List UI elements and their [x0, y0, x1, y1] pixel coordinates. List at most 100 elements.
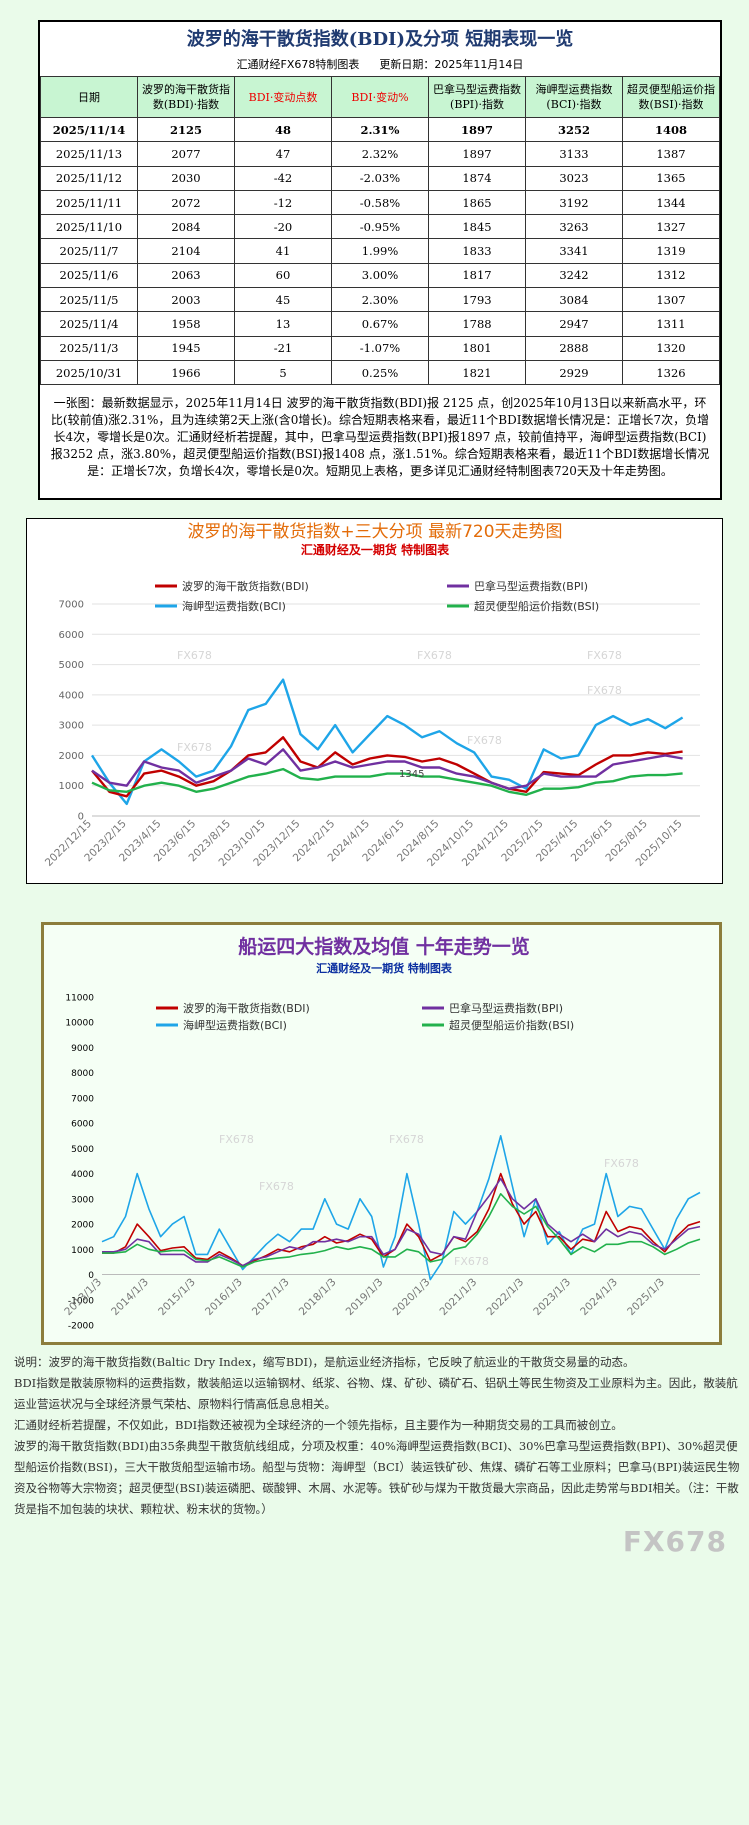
table-cell: 1365 — [622, 165, 720, 191]
legend-label: 海岬型运费指数(BCI) — [182, 599, 286, 613]
table-row: 2025/11/7 2104 41 1.99% 1833 3341 1319 — [40, 238, 720, 264]
column-header: 波罗的海干散货指数(BDI)·指数 — [137, 76, 235, 118]
table-row: 2025/11/12 2030 -42 -2.03% 1874 3023 1365 — [40, 165, 720, 191]
table-cell: 3133 — [525, 141, 623, 167]
table-cell: 2025/11/7 — [40, 238, 138, 264]
table-cell: 1801 — [428, 335, 526, 361]
legend-label: 波罗的海干散货指数(BDI) — [183, 1001, 310, 1015]
table-cell: 1945 — [137, 335, 235, 361]
table-cell: 1865 — [428, 189, 526, 216]
y-tick-label: 5000 — [59, 660, 84, 671]
y-tick-label: 9000 — [71, 1044, 94, 1054]
note-paragraph: 说明：波罗的海干散货指数(Baltic Dry Index，缩写BDI)，是航运… — [14, 1355, 635, 1369]
table-cell: 45 — [234, 287, 332, 313]
legend-label: 超灵便型船运价指数(BSI) — [474, 599, 599, 613]
table-cell: 2063 — [137, 262, 235, 289]
y-tick-label: -1000 — [68, 1296, 94, 1306]
x-tick-label: 2014/1/3 — [109, 1276, 151, 1318]
y-tick-label: 0 — [78, 812, 84, 823]
table-cell: 47 — [234, 141, 332, 167]
table-row: 2025/11/5 2003 45 2.30% 1793 3084 1307 — [40, 287, 720, 313]
x-tick-label: 2020/1/3 — [391, 1276, 433, 1318]
legend-label: 超灵便型船运价指数(BSI) — [449, 1018, 574, 1032]
table-cell: 2104 — [137, 238, 235, 264]
series-line — [91, 767, 683, 796]
table-cell: 3341 — [525, 238, 623, 264]
x-tick-label: 2018/1/3 — [297, 1276, 339, 1318]
chart-title: 船运四大指数及均值 十年走势一览 — [238, 935, 530, 958]
x-tick-label: 2017/1/3 — [250, 1276, 292, 1318]
table-cell: 2025/11/10 — [40, 214, 138, 240]
source: 汇通财经FX678特制图表 — [236, 58, 360, 71]
y-tick-label: 8000 — [71, 1069, 94, 1079]
watermark: FX678 — [219, 1133, 254, 1146]
table-cell: 2025/11/13 — [40, 141, 138, 167]
table-cell: 1311 — [622, 311, 720, 337]
table-cell: 3263 — [525, 214, 623, 240]
y-tick-label: 7000 — [71, 1094, 94, 1104]
table-cell: 1307 — [622, 287, 720, 313]
watermark: FX678 — [177, 649, 212, 662]
table-row: 2025/11/13 2077 47 2.32% 1897 3133 1387 — [40, 141, 720, 167]
table-cell: 3084 — [525, 287, 623, 313]
column-header: 海岬型运费指数(BCI)·指数 — [525, 76, 623, 118]
table-cell: 2929 — [525, 359, 623, 386]
table-cell: 5 — [234, 359, 332, 386]
table-cell: 1319 — [622, 238, 720, 264]
table-cell: 2025/11/11 — [40, 189, 138, 216]
y-tick-label: 5000 — [71, 1145, 94, 1155]
watermark: FX678 — [177, 741, 212, 754]
series-line — [102, 1172, 701, 1267]
table-cell: 3242 — [525, 262, 623, 289]
table-cell: 1344 — [622, 189, 720, 216]
chart-subtitle: 汇通财经及一期货 特制图表 — [316, 961, 453, 975]
table-cell: 1.99% — [331, 238, 429, 264]
table-cell: 3252 — [525, 116, 623, 143]
table-cell: 2125 — [137, 116, 235, 143]
series-line — [91, 748, 683, 790]
table-cell: 1897 — [428, 141, 526, 167]
note-paragraph: 汇通财经析若提醒，不仅如此，BDI指数还被视为全球经济的一个领先指标，且主要作为… — [14, 1418, 623, 1432]
legend-label: 海岬型运费指数(BCI) — [183, 1018, 287, 1032]
y-tick-label: 3000 — [59, 721, 84, 732]
x-tick-label: 2025/1/3 — [625, 1276, 667, 1318]
table-cell: 2084 — [137, 214, 235, 240]
table-row: 2025/11/10 2084 -20 -0.95% 1845 3263 1327 — [40, 214, 720, 240]
table-cell: 1788 — [428, 311, 526, 337]
note-paragraph: 波罗的海干散货指数(BDI)由35条典型干散货航线组成，分项及权重：40%海岬型… — [14, 1439, 740, 1516]
table-cell: -42 — [234, 165, 332, 191]
watermark: FX678 — [417, 649, 452, 662]
table-cell: 1327 — [622, 214, 720, 240]
watermark: FX678 — [454, 1255, 489, 1268]
table-cell: 2025/11/5 — [40, 287, 138, 313]
watermark: FX678 — [587, 649, 622, 662]
table-cell: 2.30% — [331, 287, 429, 313]
y-tick-label: 4000 — [59, 690, 84, 701]
table-cell: -12 — [234, 189, 332, 216]
table-cell: 2888 — [525, 335, 623, 361]
series-line — [91, 736, 683, 798]
table-cell: 1845 — [428, 214, 526, 240]
x-tick-label: 2024/1/3 — [578, 1276, 620, 1318]
table-cell: -2.03% — [331, 165, 429, 191]
logo: FX678 — [622, 1525, 727, 1558]
series-line — [101, 1135, 701, 1281]
table-cell: 2947 — [525, 311, 623, 337]
table-cell: 2025/11/4 — [40, 311, 138, 337]
table-cell: 3023 — [525, 165, 623, 191]
table-cell: 0.67% — [331, 311, 429, 337]
column-header: BDI·变动% — [331, 76, 429, 118]
table-cell: 2025/11/12 — [40, 165, 138, 191]
table-cell: 2025/10/31 — [40, 359, 138, 386]
y-tick-label: 6000 — [71, 1120, 94, 1130]
column-header: 巴拿马型运费指数(BPI)·指数 — [428, 76, 526, 118]
x-tick-label: 2022/1/3 — [484, 1276, 526, 1318]
legend-label: 巴拿马型运费指数(BPI) — [474, 579, 588, 593]
table-cell: 1821 — [428, 359, 526, 386]
x-tick-label: 2019/1/3 — [344, 1276, 386, 1318]
y-tick-label: 1000 — [59, 781, 84, 792]
legend-label: 波罗的海干散货指数(BDI) — [182, 579, 309, 593]
y-tick-label: 1000 — [71, 1246, 94, 1256]
update-date: 更新日期：2025年11月14日 — [379, 58, 524, 71]
